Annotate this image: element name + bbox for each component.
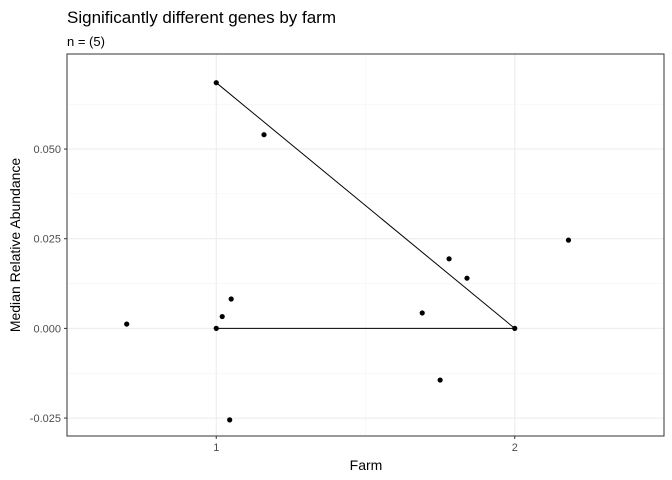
panel-border — [66, 53, 665, 437]
data-point-4 — [219, 313, 225, 320]
data-point-9 — [464, 275, 470, 281]
data-point-8 — [446, 256, 452, 262]
x-axis-title: Farm — [350, 457, 383, 473]
data-point-12 — [565, 237, 572, 243]
data-point-2 — [124, 321, 130, 327]
x-tick-label-1: 2 — [512, 442, 518, 454]
data-series — [124, 80, 572, 423]
segment-0 — [215, 82, 516, 329]
y-axis-title: Median Relative Abundance — [7, 158, 23, 333]
data-point-11 — [512, 325, 518, 331]
data-point-3 — [213, 325, 219, 331]
data-point-6 — [227, 417, 233, 423]
data-point-0 — [213, 80, 219, 86]
axes: -0.025 0.000 0.025 0.050 1 2 — [30, 144, 518, 454]
y-tick-label-3: 0.050 — [33, 144, 61, 156]
grid-lines — [66, 54, 665, 436]
data-point-7 — [419, 310, 425, 316]
y-tick-label-2: 0.025 — [33, 234, 61, 246]
x-tick-label-0: 1 — [213, 442, 219, 454]
y-tick-label-1: 0.000 — [33, 323, 61, 335]
chart-subtitle: n = (5) — [67, 34, 105, 49]
y-tick-label-0: -0.025 — [30, 413, 61, 425]
chart-title: Significantly different genes by farm — [67, 8, 336, 27]
data-point-10 — [437, 377, 443, 383]
data-point-1 — [261, 132, 267, 138]
data-point-5 — [228, 296, 234, 302]
